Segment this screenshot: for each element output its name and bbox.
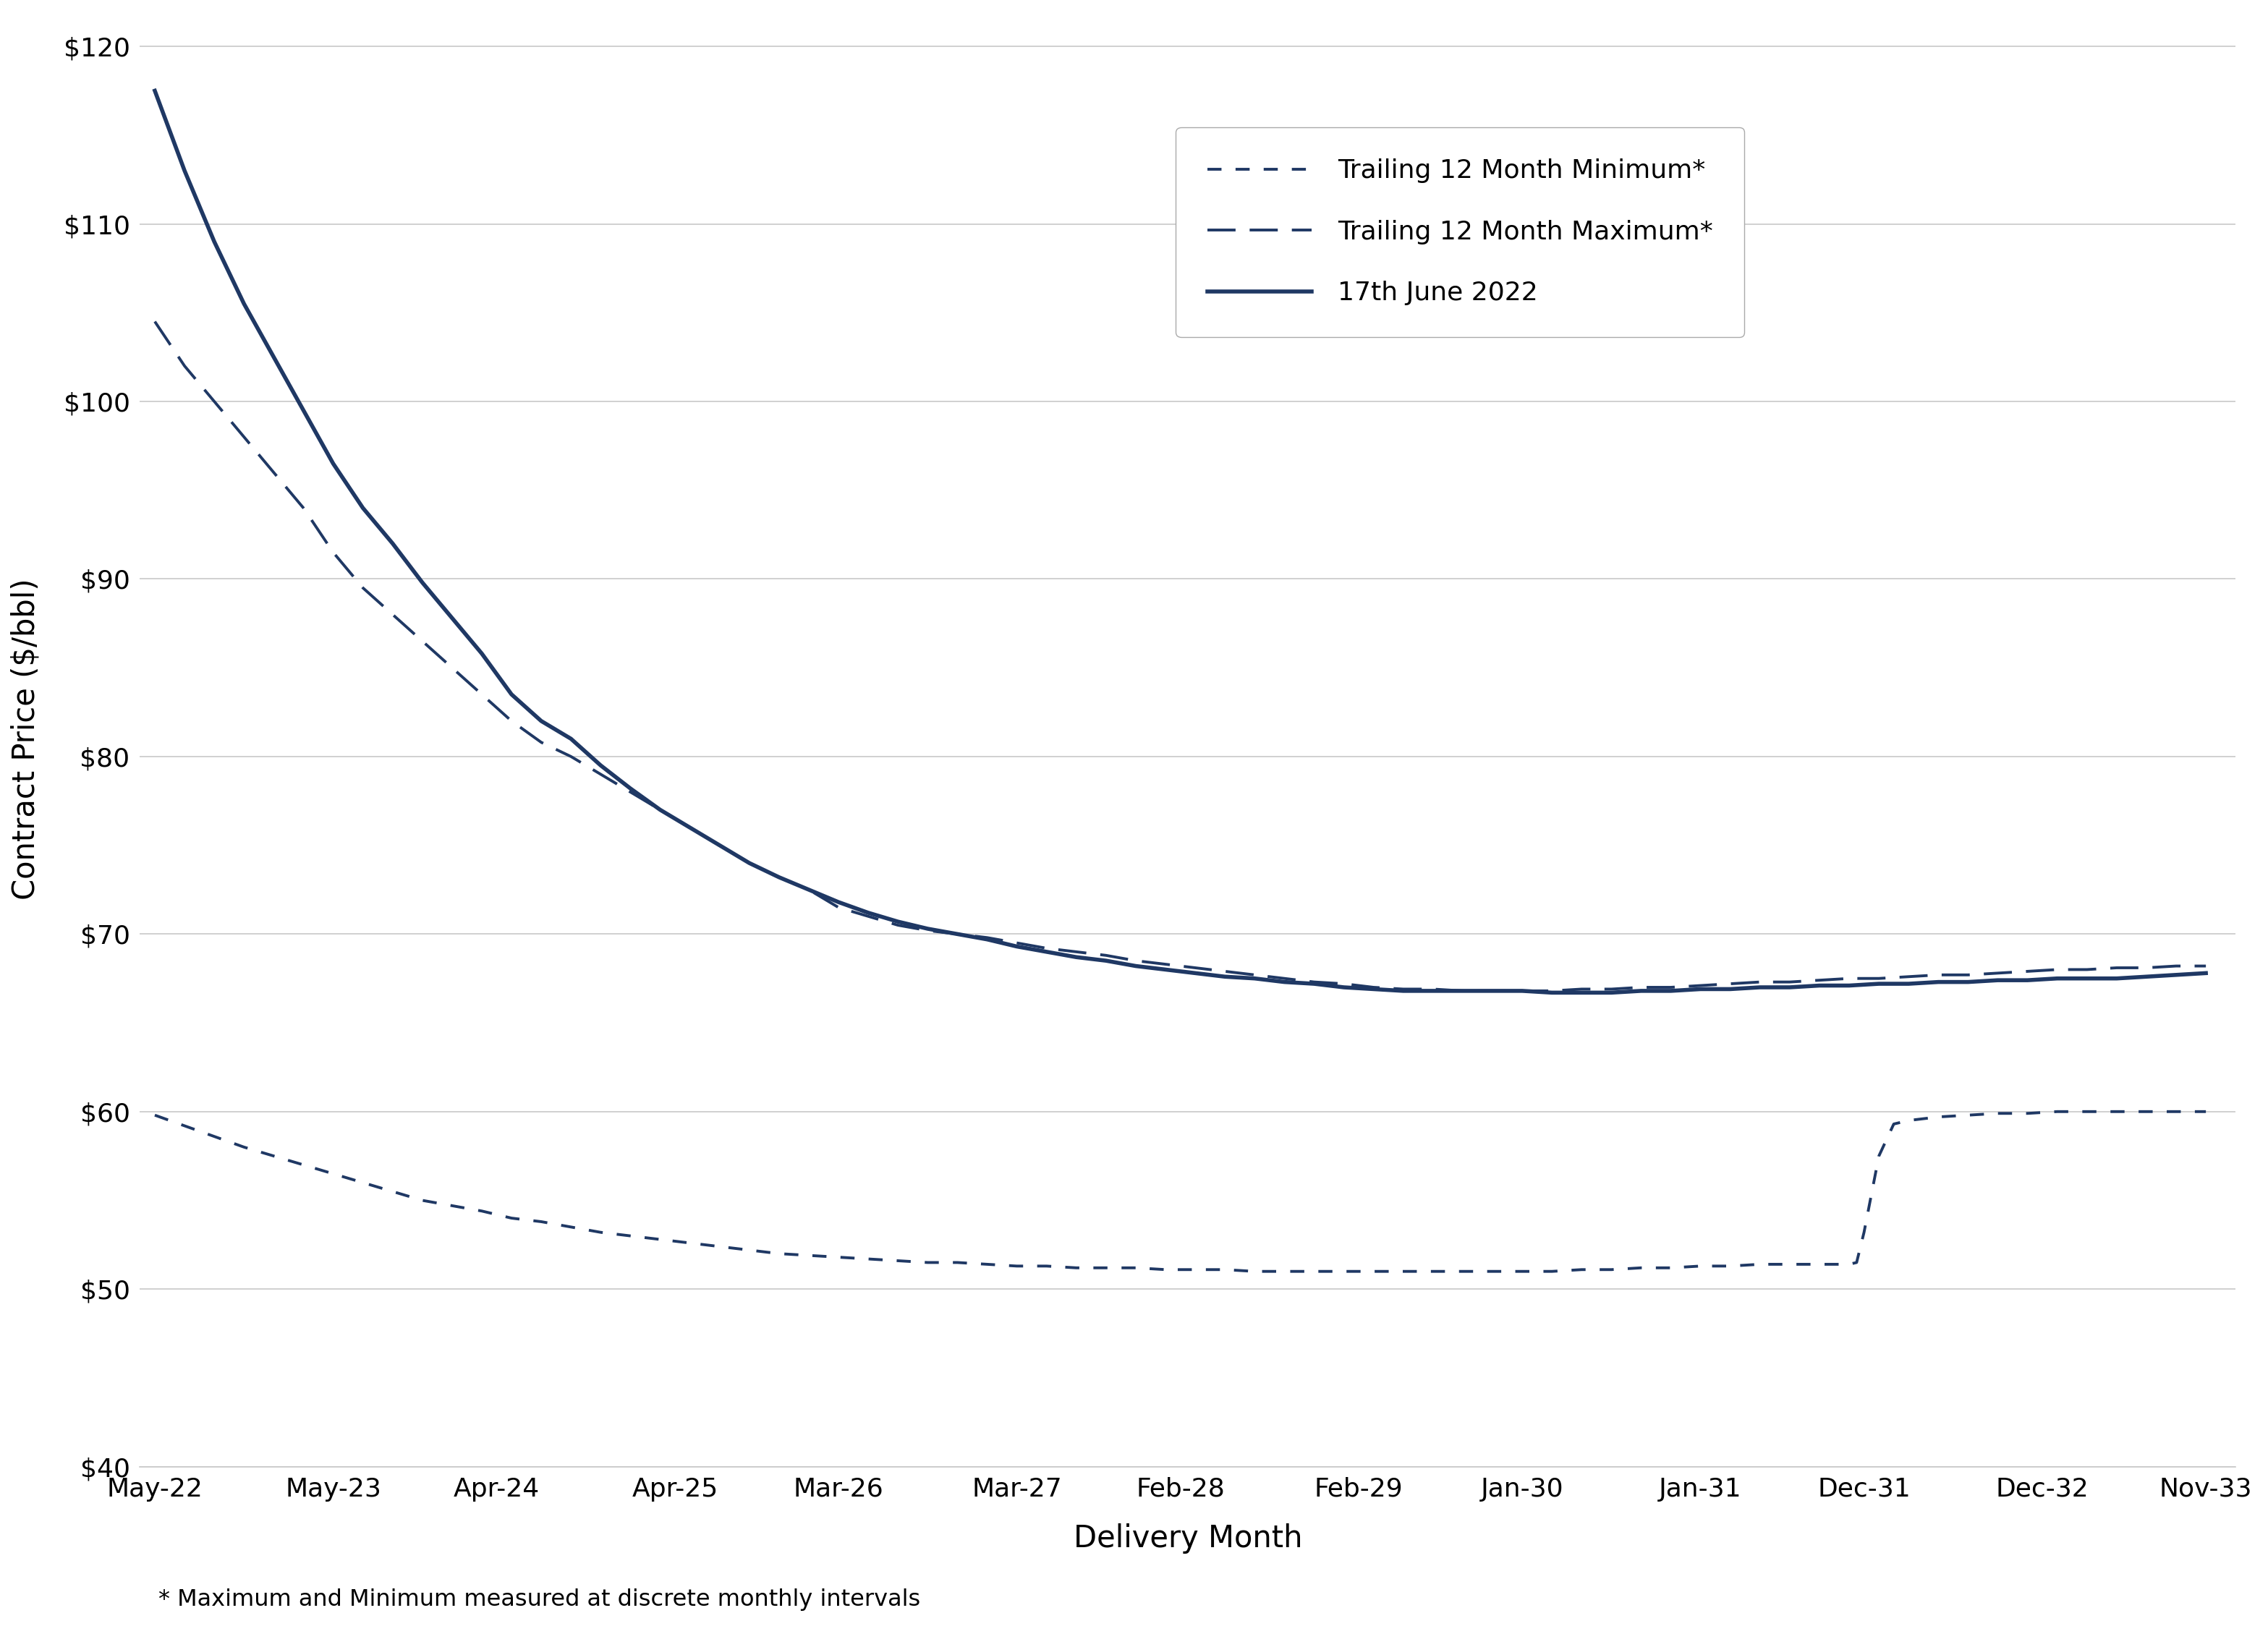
Trailing 12 Month Maximum* (1896, 967, 1923, 987)
Trailing 12 Month Minimum* (1926, 1107, 1953, 1127)
Legend: Trailing 12 Month Minimum*, Trailing 12 Month Maximum*, 17th June 2022: Trailing 12 Month Minimum*, Trailing 12 … (1175, 127, 1744, 338)
Trailing 12 Month Maximum* (141, 311, 168, 331)
Trailing 12 Month Minimum* (1241, 1262, 1268, 1281)
Trailing 12 Month Minimum* (617, 1225, 644, 1245)
Trailing 12 Month Minimum* (855, 1248, 882, 1268)
17th June 2022 (1896, 973, 1923, 993)
Y-axis label: Contract Price ($/bbl): Contract Price ($/bbl) (11, 578, 41, 899)
17th June 2022 (141, 81, 168, 100)
17th June 2022 (1538, 983, 1565, 1003)
Trailing 12 Month Maximum* (2193, 957, 2220, 977)
X-axis label: Delivery Month: Delivery Month (1073, 1523, 1302, 1553)
Line: Trailing 12 Month Maximum*: Trailing 12 Month Maximum* (154, 321, 2207, 991)
Text: * Maximum and Minimum measured at discrete monthly intervals: * Maximum and Minimum measured at discre… (159, 1588, 921, 1611)
17th June 2022 (617, 779, 644, 799)
Trailing 12 Month Maximum* (1926, 965, 1953, 985)
17th June 2022 (408, 573, 435, 593)
Trailing 12 Month Minimum* (2193, 1102, 2220, 1122)
Trailing 12 Month Minimum* (141, 1105, 168, 1125)
Trailing 12 Month Maximum* (764, 868, 792, 888)
Trailing 12 Month Maximum* (408, 631, 435, 651)
Trailing 12 Month Maximum* (617, 782, 644, 802)
Trailing 12 Month Maximum* (1270, 968, 1297, 988)
Trailing 12 Month Minimum* (1211, 1260, 1238, 1280)
Trailing 12 Month Minimum* (1880, 1113, 1907, 1133)
Trailing 12 Month Minimum* (2014, 1103, 2041, 1123)
17th June 2022 (764, 868, 792, 888)
Line: Trailing 12 Month Minimum*: Trailing 12 Month Minimum* (154, 1112, 2207, 1271)
17th June 2022 (1926, 972, 1953, 991)
17th June 2022 (1270, 972, 1297, 991)
Trailing 12 Month Maximum* (1449, 982, 1476, 1001)
Trailing 12 Month Minimum* (2043, 1102, 2071, 1122)
Line: 17th June 2022: 17th June 2022 (154, 91, 2207, 993)
17th June 2022 (2193, 963, 2220, 983)
